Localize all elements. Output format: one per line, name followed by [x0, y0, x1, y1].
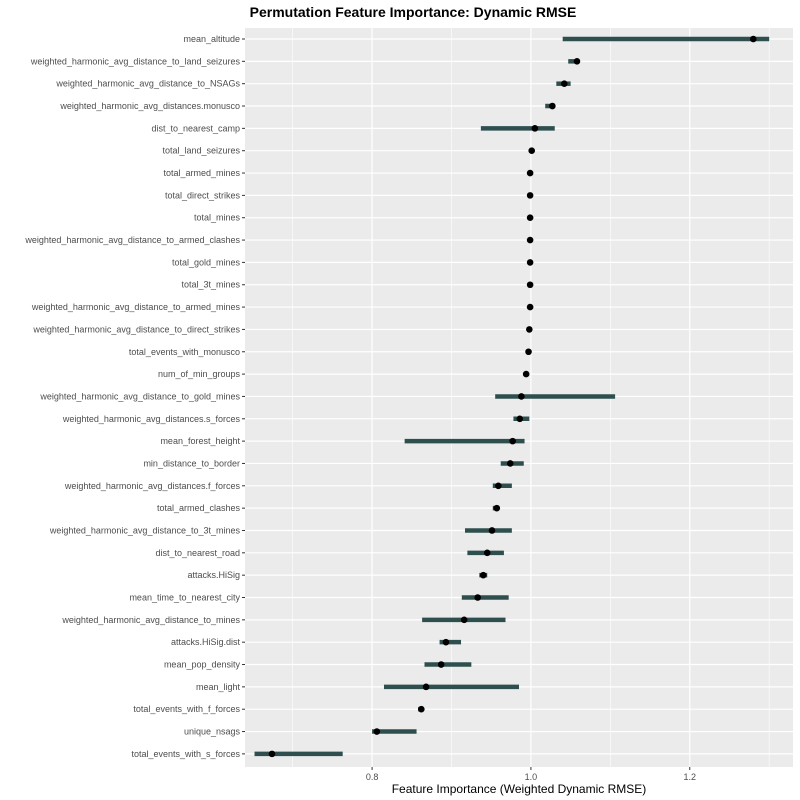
y-tick-label: dist_to_nearest_road: [155, 548, 240, 558]
y-tick-label: total_direct_strikes: [165, 190, 241, 200]
y-tick-label: min_distance_to_border: [143, 458, 240, 468]
importance-point: [526, 169, 534, 177]
importance-point: [749, 35, 757, 43]
y-tick-label: weighted_harmonic_avg_distance_to_land_s…: [30, 56, 241, 66]
y-tick-label: total_armed_mines: [163, 168, 240, 178]
y-tick-label: total_armed_clashes: [157, 503, 241, 513]
x-axis: 0.8 1.0 1.2: [366, 767, 696, 782]
importance-point: [437, 661, 445, 668]
y-tick-label: weighted_harmonic_avg_distances.f_forces: [64, 481, 241, 491]
y-axis-ticks: [242, 38, 245, 755]
y-tick-label: mean_altitude: [183, 34, 240, 44]
x-tick-label: 0.8: [366, 772, 379, 782]
importance-point: [516, 415, 524, 423]
y-tick-label: total_gold_mines: [172, 257, 241, 267]
y-tick-label: mean_time_to_nearest_city: [129, 593, 240, 603]
y-tick-label: mean_light: [196, 682, 241, 692]
y-tick-label: num_of_min_groups: [158, 369, 241, 379]
importance-point: [573, 58, 581, 65]
y-tick-label: weighted_harmonic_avg_distance_to_3t_min…: [49, 525, 241, 535]
x-axis-label: Feature Importance (Weighted Dynamic RMS…: [392, 782, 647, 796]
importance-point: [422, 683, 430, 691]
importance-point: [493, 504, 501, 512]
y-tick-label: weighted_harmonic_avg_distance_to_armed_…: [31, 302, 241, 312]
importance-point: [518, 393, 525, 400]
y-tick-label: unique_nsags: [184, 727, 241, 737]
y-tick-label: total_events_with_s_forces: [131, 749, 240, 759]
grid-lines: [245, 28, 793, 767]
importance-point: [479, 571, 487, 579]
importance-point: [526, 326, 533, 333]
importance-point: [474, 594, 482, 601]
importance-point: [549, 102, 556, 110]
importance-points: [268, 35, 757, 758]
y-tick-label: attacks.HiSig: [187, 570, 240, 580]
y-tick-label: total_3t_mines: [181, 280, 240, 290]
y-tick-label: mean_forest_height: [160, 436, 240, 446]
importance-point: [528, 147, 536, 154]
x-tick-label: 1.0: [525, 772, 538, 782]
y-tick-label: weighted_harmonic_avg_distance_to_NSAGs: [55, 79, 240, 89]
y-tick-label: total_events_with_monusco: [129, 347, 240, 357]
importance-point: [509, 437, 516, 445]
importance-point: [495, 482, 502, 490]
importance-point: [268, 750, 276, 758]
y-tick-label: weighted_harmonic_avg_distance_to_direct…: [32, 324, 240, 334]
importance-point: [526, 236, 534, 244]
importance-point: [526, 214, 534, 222]
importance-point: [526, 303, 534, 311]
importance-point: [483, 549, 491, 557]
importance-point: [418, 705, 425, 713]
importance-point: [460, 616, 468, 624]
y-tick-label: weighted_harmonic_avg_distances.s_forces: [62, 414, 241, 424]
y-tick-label: weighted_harmonic_avg_distance_to_gold_m…: [39, 391, 240, 401]
importance-point: [526, 281, 534, 289]
importance-point: [506, 460, 514, 467]
importance-point: [526, 192, 534, 199]
y-tick-label: mean_pop_density: [164, 660, 241, 670]
y-tick-label: total_events_with_f_forces: [133, 704, 240, 714]
importance-point: [442, 638, 450, 646]
y-tick-label: total_land_seizures: [162, 146, 240, 156]
chart-title: Permutation Feature Importance: Dynamic …: [250, 4, 577, 20]
y-tick-label: weighted_harmonic_avg_distance_to_armed_…: [24, 235, 240, 245]
y-tick-label: weighted_harmonic_avg_distance_to_mines: [61, 615, 240, 625]
importance-point: [488, 527, 496, 534]
y-tick-label: total_mines: [194, 213, 241, 223]
importance-point: [525, 348, 532, 356]
y-tick-label: attacks.HiSig.dist: [171, 637, 241, 647]
importance-point: [560, 80, 568, 87]
importance-point: [373, 728, 381, 735]
importance-point: [522, 370, 530, 378]
y-tick-label: weighted_harmonic_avg_distances.monusco: [59, 101, 240, 111]
importance-point: [531, 125, 539, 132]
x-tick-label: 1.2: [683, 772, 696, 782]
y-axis-labels: mean_altitude weighted_harmonic_avg_dista…: [24, 34, 240, 759]
y-tick-label: dist_to_nearest_camp: [151, 123, 240, 133]
importance-point: [526, 259, 534, 266]
